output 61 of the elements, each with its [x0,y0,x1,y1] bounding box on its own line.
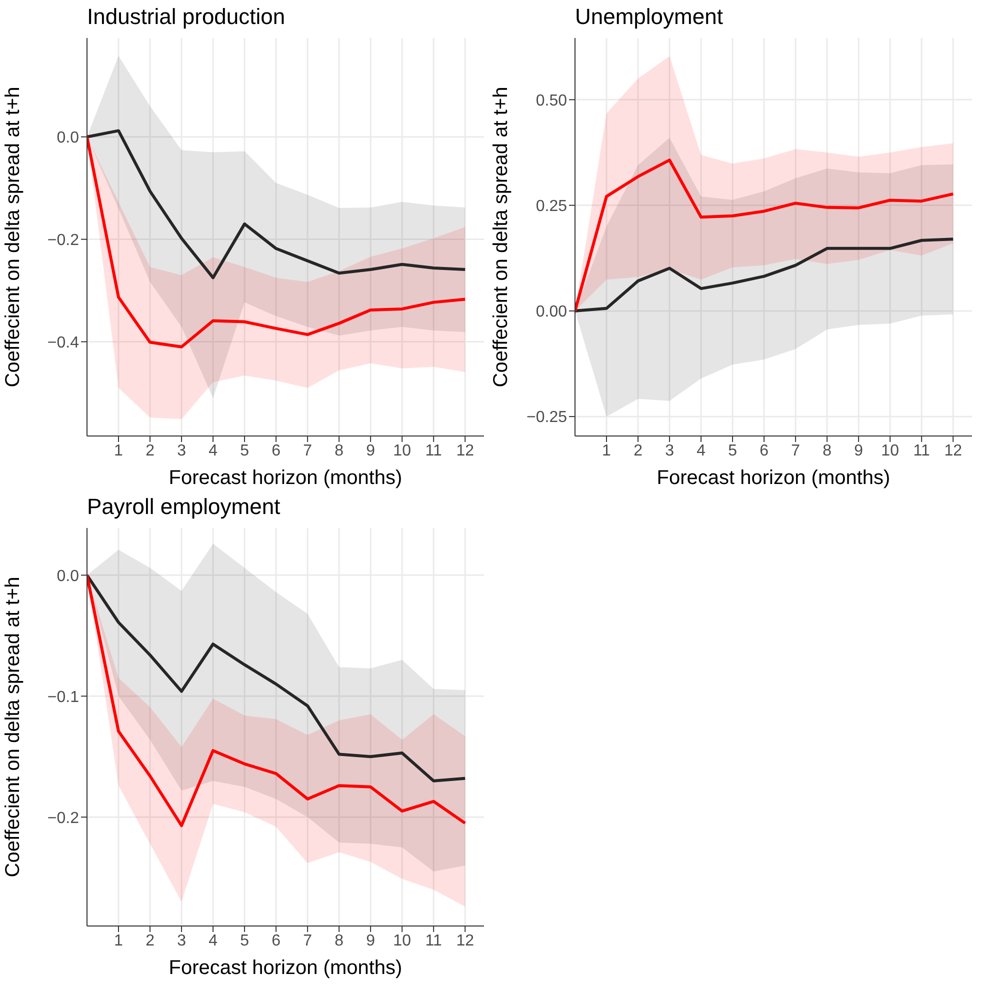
x-tick-label: 7 [791,442,800,460]
chart-title: Industrial production [86,3,286,31]
y-tick-label: 0.50 [536,92,568,110]
x-tick-label: 5 [240,932,250,950]
x-tick-label: 6 [272,442,281,460]
x-tick-label: 4 [696,442,706,460]
line-series [575,158,955,312]
x-tick-label: 9 [366,932,376,950]
y-tick-label: 0.0 [56,568,80,585]
x-tick-label: 11 [425,442,442,460]
x-tick-label: 3 [665,442,674,460]
x-tick-label: 7 [303,932,312,950]
line-series [87,129,467,280]
x-tick-label: 2 [146,932,155,950]
x-tick-label: 10 [393,442,412,460]
line-series [87,574,467,828]
x-axis-title: Forecast horizon (months) [656,467,890,489]
x-tick-label: 6 [760,442,769,460]
x-tick-label: 9 [854,442,864,460]
x-tick-label: 5 [728,442,738,460]
x-tick-label: 1 [602,442,612,460]
x-tick-label: 3 [177,442,186,460]
x-tick-label: 11 [425,932,442,950]
y-tick-label: 0.0 [56,130,80,147]
x-tick-label: 8 [334,932,344,950]
line-series [87,574,467,782]
x-axis-title: Forecast horizon (months) [168,957,402,979]
x-tick-label: 12 [456,442,474,460]
y-tick-label: −0.25 [526,409,568,426]
x-tick-label: 9 [366,442,376,460]
line-series [575,238,955,312]
chart-title: Unemployment [574,3,724,31]
y-axis-title: Coeffecient on delta spread at t+h [2,576,24,878]
x-tick-label: 10 [393,932,412,950]
x-tick-label: 1 [114,932,124,950]
x-tick-label: 5 [240,442,250,460]
x-tick-label: 12 [456,932,474,950]
y-axis-title: Coeffecient on delta spread at t+h [2,86,24,388]
line-series [87,135,467,348]
y-tick-label: −0.2 [47,232,80,249]
x-tick-label: 10 [881,442,900,460]
x-tick-label: 6 [272,932,281,950]
chart-title: Payroll employment [86,493,282,521]
y-tick-label: −0.4 [47,334,80,352]
x-tick-label: 4 [208,932,218,950]
y-tick-label: 0.25 [536,198,568,215]
x-tick-label: 1 [114,442,124,460]
y-tick-label: −0.2 [47,810,80,827]
x-tick-label: 2 [146,442,155,460]
x-tick-label: 12 [944,442,962,460]
x-tick-label: 2 [634,442,643,460]
x-tick-label: 4 [208,442,218,460]
x-tick-label: 8 [334,442,344,460]
x-tick-label: 3 [177,932,186,950]
x-tick-label: 7 [303,442,312,460]
y-axis-title: Coeffecient on delta spread at t+h [490,86,512,388]
x-axis-title: Forecast horizon (months) [168,467,402,489]
y-tick-label: −0.1 [47,688,80,706]
y-tick-label: 0.00 [536,304,568,321]
x-tick-label: 11 [913,442,930,460]
x-tick-label: 8 [822,442,832,460]
